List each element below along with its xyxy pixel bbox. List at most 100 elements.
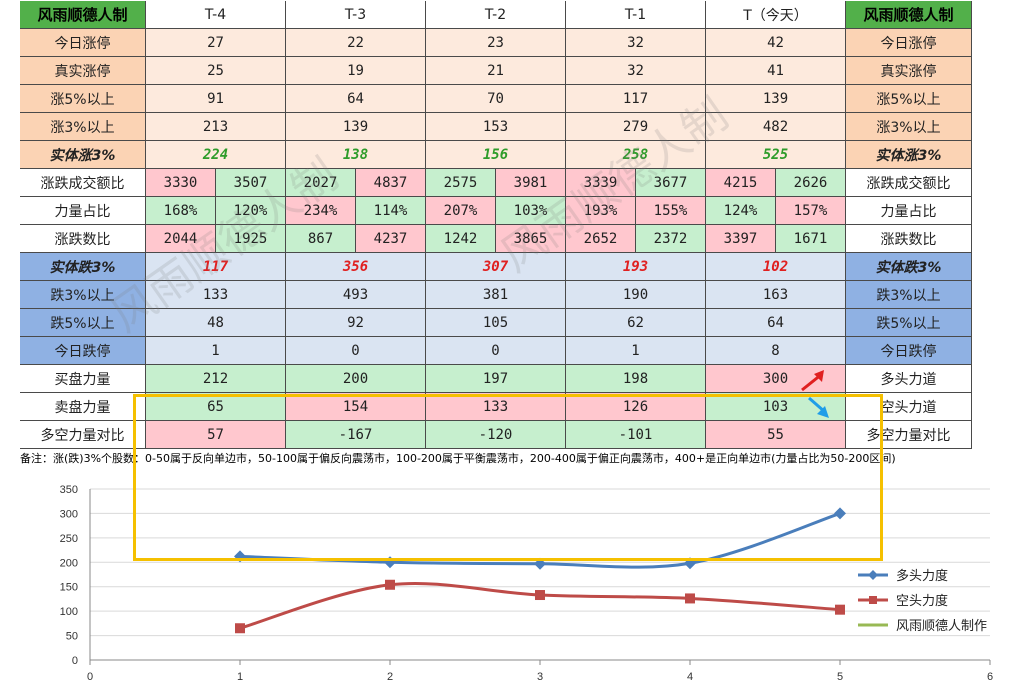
value-cell[interactable]: 258 [566, 141, 706, 169]
value-cell[interactable]: 64 [286, 85, 426, 113]
row-label-right[interactable]: 涨5%以上 [846, 85, 972, 113]
row-label-right[interactable]: 实体涨3% [846, 141, 972, 169]
value-cell[interactable]: 0 [286, 337, 426, 365]
row-label[interactable]: 实体跌3% [20, 253, 146, 281]
row-label[interactable]: 涨跌数比 [20, 225, 146, 253]
value-cell[interactable]: 8 [706, 337, 846, 365]
row-label[interactable]: 涨3%以上 [20, 113, 146, 141]
row-label[interactable]: 今日跌停 [20, 337, 146, 365]
pair-value-right[interactable]: 114% [356, 197, 426, 225]
pair-value-right[interactable]: 3981 [496, 169, 566, 197]
value-cell[interactable]: 117 [146, 253, 286, 281]
value-cell[interactable]: -167 [286, 421, 426, 449]
right-header-cell[interactable]: 风雨顺德人制 [846, 1, 972, 29]
value-cell[interactable]: 139 [286, 113, 426, 141]
pair-value-right[interactable]: 157% [776, 197, 846, 225]
pair-value-right[interactable]: 4837 [356, 169, 426, 197]
pair-value-right[interactable]: 103% [496, 197, 566, 225]
pair-value-left[interactable]: 124% [706, 197, 776, 225]
column-header[interactable]: T-2 [426, 1, 566, 29]
pair-value-right[interactable]: 3865 [496, 225, 566, 253]
value-cell[interactable]: 493 [286, 281, 426, 309]
column-header[interactable]: T（今天） [706, 1, 846, 29]
row-label[interactable]: 跌5%以上 [20, 309, 146, 337]
value-cell[interactable]: 133 [146, 281, 286, 309]
row-label-right[interactable]: 真实涨停 [846, 57, 972, 85]
value-cell[interactable]: 41 [706, 57, 846, 85]
value-cell[interactable]: -120 [426, 421, 566, 449]
row-label[interactable]: 实体涨3% [20, 141, 146, 169]
pair-value-right[interactable]: 155% [636, 197, 706, 225]
value-cell[interactable]: 23 [426, 29, 566, 57]
value-cell[interactable]: 64 [706, 309, 846, 337]
row-label-right[interactable]: 涨3%以上 [846, 113, 972, 141]
value-cell[interactable]: 55 [706, 421, 846, 449]
value-cell[interactable]: 213 [146, 113, 286, 141]
value-cell[interactable]: 300 [706, 365, 846, 393]
pair-value-left[interactable]: 3339 [566, 169, 636, 197]
row-label[interactable]: 真实涨停 [20, 57, 146, 85]
row-label[interactable]: 涨跌成交额比 [20, 169, 146, 197]
value-cell[interactable]: 138 [286, 141, 426, 169]
row-label[interactable]: 多空力量对比 [20, 421, 146, 449]
value-cell[interactable]: 381 [426, 281, 566, 309]
value-cell[interactable]: 57 [146, 421, 286, 449]
value-cell[interactable]: 105 [426, 309, 566, 337]
value-cell[interactable]: 19 [286, 57, 426, 85]
value-cell[interactable]: 32 [566, 29, 706, 57]
pair-value-right[interactable]: 120% [216, 197, 286, 225]
pair-value-left[interactable]: 234% [286, 197, 356, 225]
row-label[interactable]: 卖盘力量 [20, 393, 146, 421]
column-header[interactable]: T-4 [146, 1, 286, 29]
value-cell[interactable]: 224 [146, 141, 286, 169]
pair-value-left[interactable]: 168% [146, 197, 216, 225]
row-label-right[interactable]: 涨跌成交额比 [846, 169, 972, 197]
value-cell[interactable]: 1 [566, 337, 706, 365]
value-cell[interactable]: 153 [426, 113, 566, 141]
row-label-right[interactable]: 空头力道 [846, 393, 972, 421]
column-header[interactable]: T-3 [286, 1, 426, 29]
value-cell[interactable]: 156 [426, 141, 566, 169]
value-cell[interactable]: 212 [146, 365, 286, 393]
value-cell[interactable]: 133 [426, 393, 566, 421]
row-label-right[interactable]: 涨跌数比 [846, 225, 972, 253]
value-cell[interactable]: -101 [566, 421, 706, 449]
pair-value-left[interactable]: 2027 [286, 169, 356, 197]
pair-value-right[interactable]: 3507 [216, 169, 286, 197]
pair-value-left[interactable]: 867 [286, 225, 356, 253]
value-cell[interactable]: 200 [286, 365, 426, 393]
value-cell[interactable]: 307 [426, 253, 566, 281]
corner-label-cell[interactable]: 风雨顺德人制 [20, 1, 146, 29]
value-cell[interactable]: 279 [566, 113, 706, 141]
row-label[interactable]: 买盘力量 [20, 365, 146, 393]
row-label-right[interactable]: 跌3%以上 [846, 281, 972, 309]
pair-value-left[interactable]: 2652 [566, 225, 636, 253]
row-label-right[interactable]: 实体跌3% [846, 253, 972, 281]
value-cell[interactable]: 27 [146, 29, 286, 57]
pair-value-right[interactable]: 1925 [216, 225, 286, 253]
pair-value-left[interactable]: 3397 [706, 225, 776, 253]
value-cell[interactable]: 70 [426, 85, 566, 113]
row-label[interactable]: 涨5%以上 [20, 85, 146, 113]
value-cell[interactable]: 1 [146, 337, 286, 365]
pair-value-left[interactable]: 2575 [426, 169, 496, 197]
pair-value-right[interactable]: 3677 [636, 169, 706, 197]
value-cell[interactable]: 193 [566, 253, 706, 281]
row-label[interactable]: 力量占比 [20, 197, 146, 225]
pair-value-left[interactable]: 1242 [426, 225, 496, 253]
row-label[interactable]: 今日涨停 [20, 29, 146, 57]
value-cell[interactable]: 48 [146, 309, 286, 337]
row-label-right[interactable]: 跌5%以上 [846, 309, 972, 337]
value-cell[interactable]: 356 [286, 253, 426, 281]
row-label-right[interactable]: 多空力量对比 [846, 421, 972, 449]
pair-value-left[interactable]: 3330 [146, 169, 216, 197]
value-cell[interactable]: 139 [706, 85, 846, 113]
value-cell[interactable]: 198 [566, 365, 706, 393]
pair-value-right[interactable]: 2372 [636, 225, 706, 253]
value-cell[interactable]: 91 [146, 85, 286, 113]
value-cell[interactable]: 103 [706, 393, 846, 421]
value-cell[interactable]: 21 [426, 57, 566, 85]
pair-value-right[interactable]: 1671 [776, 225, 846, 253]
value-cell[interactable]: 0 [426, 337, 566, 365]
value-cell[interactable]: 92 [286, 309, 426, 337]
